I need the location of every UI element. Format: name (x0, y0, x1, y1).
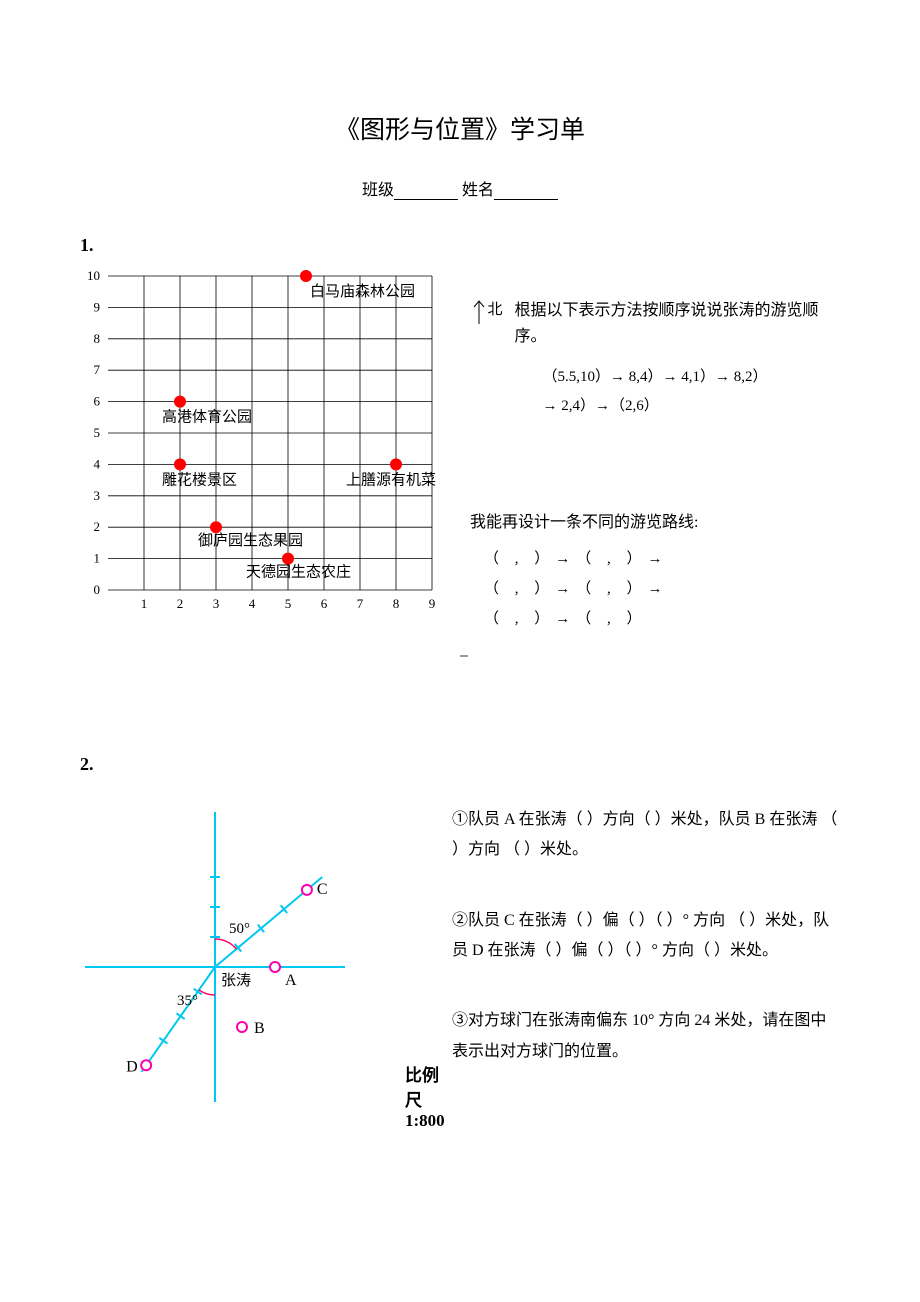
svg-text:35°: 35° (177, 993, 198, 1009)
svg-text:50°: 50° (229, 921, 250, 937)
svg-text:7: 7 (357, 596, 364, 611)
svg-text:10: 10 (87, 268, 100, 283)
coordinate-scatter-chart: 1 2 3 4 5 6 7 8 9 0 1 2 3 4 5 6 7 8 9 10 白马庙森林公园高港体育公园雕花楼景区 上… (80, 268, 440, 618)
question-2-text: ①队员 A 在张涛（ ）方向（ ）米处，队员 B 在张涛 （ ）方向 （ ）米处… (452, 787, 840, 1107)
svg-text:1: 1 (141, 596, 148, 611)
blank-row-1[interactable]: （ , ）→（ , ）→ (484, 544, 840, 574)
design-route-label: 我能再设计一条不同的游览路线: (470, 510, 840, 536)
north-arrow-icon (470, 298, 487, 326)
question-2-number: 2. (80, 754, 840, 775)
svg-text:6: 6 (321, 596, 328, 611)
question-1-text: 北 根据以下表示方法按顺序说说张涛的游览顺序。 （5.5,10）→ 8,4）→ … (470, 268, 840, 634)
worksheet-page: 《图形与位置》学习单 班级 姓名 1. 12345678901234567891… (0, 0, 920, 1177)
class-label: 班级 (362, 182, 394, 199)
svg-text:3: 3 (94, 488, 101, 503)
north-label: 北 (487, 298, 502, 322)
blank-row-3[interactable]: （ , ）→（ , ） (484, 604, 840, 634)
class-blank[interactable] (394, 184, 458, 200)
coordinate-sequence: （5.5,10）→ 8,4）→ 4,1）→ 8,2） → 2,4）→（2,6） (514, 363, 840, 420)
svg-text:1: 1 (94, 551, 101, 566)
scale-label: 比例尺 1:800 (405, 1061, 445, 1131)
svg-text:3: 3 (213, 596, 220, 611)
q2-paragraph-3: ③对方球门在张涛南偏东 10° 方向 24 米处，请在图中表示出对方球门的位置。 (452, 1006, 840, 1067)
svg-text:C: C (317, 881, 328, 898)
svg-text:张涛: 张涛 (221, 972, 251, 989)
svg-text:高港体育公园: 高港体育公园 (162, 409, 252, 426)
q2-paragraph-2: ②队员 C 在张涛（ ）偏（ ）（ ）° 方向 （ ）米处，队员 D 在张涛（ … (452, 906, 840, 967)
svg-text:0: 0 (94, 582, 101, 597)
svg-text:白马庙森林公园: 白马庙森林公园 (310, 283, 415, 300)
coord-line-1: （5.5,10）→ 8,4）→ 4,1）→ 8,2） (542, 363, 840, 392)
name-label: 姓名 (462, 182, 494, 199)
page-divider-mark (460, 655, 468, 657)
svg-text:4: 4 (94, 456, 101, 471)
coord-line-2: → 2,4）→（2,6） (542, 392, 840, 421)
diagram-svg: A B C D 50° 35° 张涛 (80, 797, 430, 1117)
svg-text:6: 6 (94, 394, 101, 409)
page-title: 《图形与位置》学习单 (80, 110, 840, 146)
q2-paragraph-1: ①队员 A 在张涛（ ）方向（ ）米处，队员 B 在张涛 （ ）方向 （ ）米处… (452, 805, 840, 866)
svg-text:A: A (285, 972, 297, 989)
svg-text:9: 9 (94, 299, 101, 314)
svg-text:5: 5 (94, 425, 101, 440)
svg-text:4: 4 (249, 596, 256, 611)
blank-row-2[interactable]: （ , ）→（ , ）→ (484, 574, 840, 604)
svg-text:2: 2 (177, 596, 184, 611)
svg-text:雕花楼景区: 雕花楼景区 (162, 471, 237, 488)
direction-diagram: ABCD50°35°张涛 比例尺 1:800 (80, 797, 430, 1117)
q1-instruction: 根据以下表示方法按顺序说说张涛的游览顺序。 (514, 302, 818, 345)
svg-text:7: 7 (94, 362, 101, 377)
scatter-svg: 1 2 3 4 5 6 7 8 9 0 1 2 3 4 5 6 7 8 9 10 白马庙森林公园高港体育公园雕花楼景区 上… (80, 268, 440, 618)
svg-text:天德园生态农庄: 天德园生态农庄 (246, 563, 351, 581)
svg-text:B: B (254, 1020, 265, 1037)
svg-text:御庐园生态果园: 御庐园生态果园 (198, 532, 303, 549)
class-name-fields: 班级 姓名 (80, 176, 840, 200)
name-blank[interactable] (494, 184, 558, 200)
blank-route-fields[interactable]: （ , ）→（ , ）→ （ , ）→（ , ）→ （ , ）→（ , ） (470, 544, 840, 634)
svg-text:8: 8 (393, 596, 400, 611)
svg-text:8: 8 (94, 331, 101, 346)
svg-text:9: 9 (429, 596, 436, 611)
svg-text:2: 2 (94, 519, 101, 534)
svg-text:5: 5 (285, 596, 292, 611)
svg-text:D: D (126, 1058, 138, 1075)
question-1-number: 1. (80, 235, 840, 256)
svg-text:上膳源有机菜: 上膳源有机菜 (346, 471, 436, 488)
